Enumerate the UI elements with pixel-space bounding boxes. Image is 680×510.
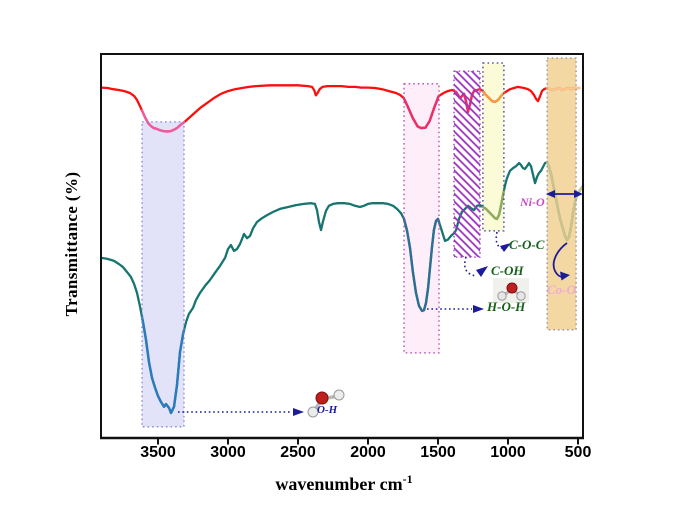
annotation-label-coo: Co-O	[547, 282, 576, 297]
annotation-label-oh: O-H	[317, 404, 338, 416]
curve-segment-red_spectrum-0	[140, 109, 186, 133]
annotation-label-coh: C-OH	[491, 263, 524, 278]
curve-segment-red_spectrum-3	[481, 89, 506, 104]
coc-arrow	[495, 231, 511, 252]
axes	[100, 53, 584, 445]
hydroxyl-molecule-icon	[307, 389, 345, 418]
x-tick-label: 1000	[490, 444, 526, 461]
x-tick-label: 500	[564, 444, 592, 461]
band-border-C-O-C	[482, 62, 505, 232]
x-tick-label: 1500	[420, 444, 456, 461]
hatch-overlay	[454, 71, 480, 258]
curve-segment-red_spectrum-1	[402, 94, 441, 130]
band-hatch-C-OH	[454, 71, 480, 258]
x-axis-label-text: wavenumber cm	[275, 474, 403, 494]
x-tick-label: 3000	[210, 444, 246, 461]
x-axis-label: wavenumber cm-1	[275, 472, 412, 495]
band-fill-H-O-H bend	[404, 83, 439, 353]
annotation-label-coc: C-O-C	[509, 237, 545, 252]
hoh-arrow	[427, 305, 484, 313]
curve-segment-red_spectrum-4	[545, 86, 581, 92]
coh-arrow	[463, 256, 488, 277]
x-tick-label: 2500	[280, 444, 316, 461]
annotation-label-hoh: H-O-H	[487, 299, 526, 314]
x-axis-label-exponent: -1	[402, 472, 413, 486]
curve-segment-teal_spectrum-2	[481, 189, 506, 221]
y-axis-label: Transmittance (%)	[62, 171, 81, 317]
curve-segment-teal_spectrum-1	[402, 217, 441, 313]
coo-curved-arrow	[552, 242, 570, 281]
annotation-label-nio: Ni-O	[520, 195, 545, 209]
x-tick-label: 2000	[350, 444, 386, 461]
nio-double-arrow	[546, 190, 583, 198]
curve-segment-teal_spectrum-0	[140, 315, 186, 415]
oh-arrow	[178, 408, 304, 416]
x-tick-label: 3500	[140, 444, 176, 461]
band-border-O-H stretch	[141, 121, 185, 428]
curve-teal_spectrum	[99, 160, 585, 415]
water-molecule-icon	[493, 278, 529, 303]
band-fill-C-O-C	[482, 63, 504, 231]
